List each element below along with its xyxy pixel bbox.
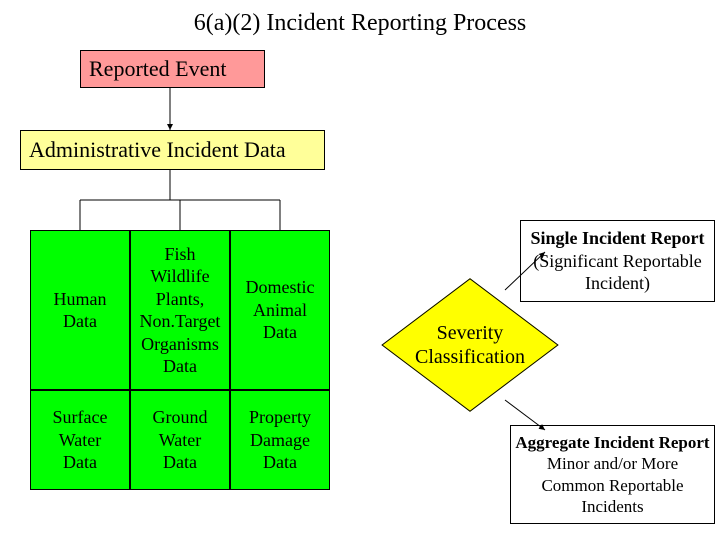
grid-cell-property-damage: Property Damage Data — [230, 390, 330, 490]
aggregate-incident-report-box: Aggregate Incident Report Minor and/or M… — [510, 425, 715, 524]
single-report-sub: (Significant Reportable Incident) — [533, 251, 701, 294]
reported-event-box: Reported Event — [80, 50, 265, 88]
aggregate-report-title: Aggregate Incident Report — [515, 433, 709, 452]
grid-cell-ground-water: Ground Water Data — [130, 390, 230, 490]
data-category-grid: Human Data Fish Wildlife Plants, Non.Tar… — [30, 230, 330, 490]
grid-cell-domestic-animal: Domestic Animal Data — [230, 230, 330, 390]
page-title: 6(a)(2) Incident Reporting Process — [0, 10, 720, 37]
single-incident-report-box: Single Incident Report (Significant Repo… — [520, 220, 715, 302]
grid-cell-human: Human Data — [30, 230, 130, 390]
admin-data-box: Administrative Incident Data — [20, 130, 325, 170]
grid-cell-fish-wildlife: Fish Wildlife Plants, Non.Target Organis… — [130, 230, 230, 390]
aggregate-report-sub: Minor and/or More Common Reportable Inci… — [541, 454, 683, 516]
grid-cell-surface-water: Surface Water Data — [30, 390, 130, 490]
single-report-title: Single Incident Report — [530, 228, 704, 248]
